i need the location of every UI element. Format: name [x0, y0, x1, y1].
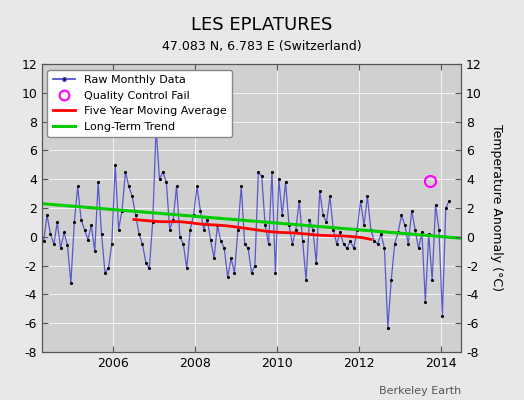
Text: Berkeley Earth: Berkeley Earth	[379, 386, 461, 396]
Legend: Raw Monthly Data, Quality Control Fail, Five Year Moving Average, Long-Term Tren: Raw Monthly Data, Quality Control Fail, …	[48, 70, 233, 137]
Y-axis label: Temperature Anomaly (°C): Temperature Anomaly (°C)	[490, 124, 503, 292]
Text: 47.083 N, 6.783 E (Switzerland): 47.083 N, 6.783 E (Switzerland)	[162, 40, 362, 53]
Text: LES EPLATURES: LES EPLATURES	[191, 16, 333, 34]
